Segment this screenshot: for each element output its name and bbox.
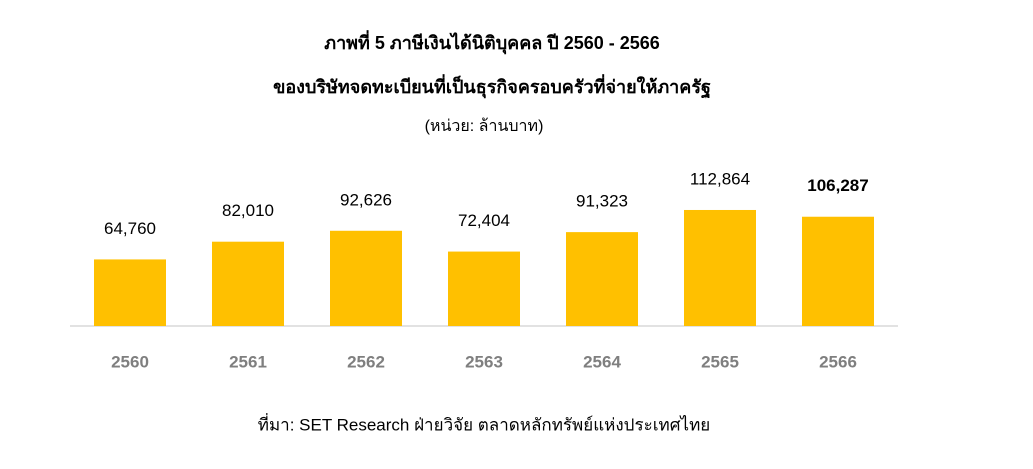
value-label: 92,626 [340,190,392,209]
unit-label: (หน่วย: ล้านบาท) [425,117,544,135]
value-label: 82,010 [222,201,274,220]
chart-subtitle: ของบริษัทจดทะเบียนที่เป็นธุรกิจครอบครัวท… [273,74,711,99]
value-label: 106,287 [807,176,868,195]
source-note: ที่มา: SET Research ฝ่ายวิจัย ตลาดหลักทร… [258,412,711,434]
value-label: 72,404 [458,211,510,230]
value-label: 91,323 [576,192,628,211]
chart-title: ภาพที่ 5 ภาษีเงินได้นิติบุคคล ปี 2560 - … [324,30,660,55]
x-tick-label: 2564 [583,352,621,371]
value-label: 112,864 [690,169,750,188]
bar [212,241,284,326]
bar [684,209,756,326]
x-tick-label: 2566 [819,352,857,371]
x-tick-label: 2560 [111,352,149,371]
bar [94,259,166,326]
bar [330,230,402,326]
x-tick-label: 2563 [465,352,503,371]
x-tick-label: 2562 [347,352,385,371]
bar [448,251,520,326]
bar [566,232,638,326]
x-tick-label: 2561 [229,352,267,371]
value-label: 64,760 [104,219,156,238]
bar [802,216,874,326]
x-tick-label: 2565 [701,352,739,371]
